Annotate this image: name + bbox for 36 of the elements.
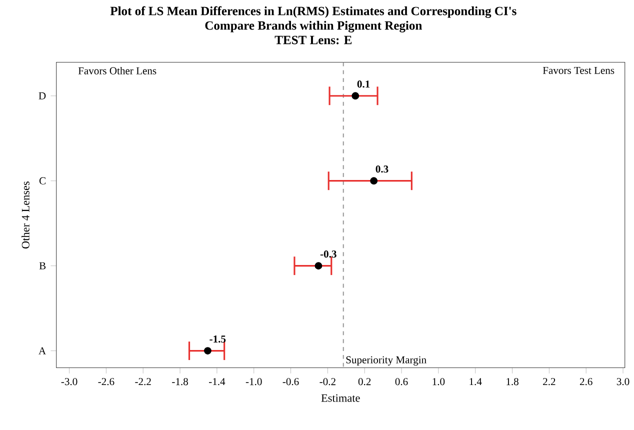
y-tick-label: D (38, 92, 46, 100)
x-tick-label: 2.2 (543, 378, 556, 386)
y-axis-title: Other 4 Lenses (22, 182, 30, 248)
x-tick-label: -1.0 (246, 378, 262, 386)
chart-subtitle: Compare Brands within Pigment Region (205, 20, 422, 32)
x-tick-label: -1.8 (172, 378, 188, 386)
y-tick-label: B (39, 262, 46, 270)
text: TEST Lens: E (274, 36, 352, 44)
x-tick-label: -3.0 (61, 378, 78, 386)
chart-title: Plot of LS Mean Differences in Ln(RMS) Estimates and Corresponding CI's (110, 6, 516, 18)
y-tick-label: A (38, 347, 46, 354)
x-axis-title: Estimate (321, 394, 360, 402)
data-label: 0.1 (357, 80, 370, 88)
data-label: 0.3 (376, 165, 388, 173)
x-tick-label: 1.0 (432, 378, 445, 386)
x-tick-label: 1.8 (506, 378, 518, 386)
x-tick-label: -2.6 (98, 378, 114, 386)
x-tick-label: -2.2 (135, 378, 151, 386)
data-label: -0.3 (320, 250, 336, 258)
point (370, 177, 378, 184)
x-tick-label: -1.4 (208, 378, 226, 386)
x-tick-label: 0.2 (358, 378, 371, 386)
x-tick-label: 2.6 (580, 378, 592, 386)
point (204, 347, 212, 354)
point (352, 92, 360, 100)
x-tick-label: 1.4 (470, 378, 482, 386)
data-label: -1.5 (210, 335, 226, 343)
annotation: Favors Test Lens (542, 66, 614, 74)
y-tick-label: C (39, 177, 46, 184)
x-tick-label: -0.6 (282, 378, 299, 386)
x-tick-label: 3.0 (616, 378, 630, 386)
point (314, 262, 322, 270)
x-tick-label: 0.6 (395, 378, 408, 386)
x-tick-label: -0.2 (320, 378, 336, 386)
ref-line-label: Superiority Margin (346, 356, 426, 366)
annotation: Favors Other Lens (78, 66, 156, 74)
